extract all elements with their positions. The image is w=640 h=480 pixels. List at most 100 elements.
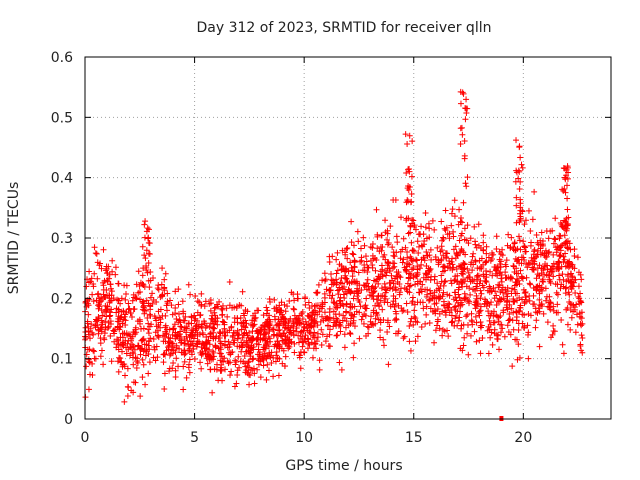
data-point — [245, 359, 252, 366]
data-point — [154, 332, 161, 339]
data-point — [192, 315, 199, 322]
data-point — [215, 345, 222, 352]
data-point — [271, 331, 278, 338]
data-point — [495, 318, 502, 325]
data-point — [510, 326, 517, 333]
data-point — [500, 295, 507, 302]
data-point — [293, 315, 300, 322]
data-point — [410, 321, 417, 328]
data-point — [506, 317, 513, 324]
data-point — [470, 286, 477, 293]
data-point — [110, 295, 117, 302]
data-point — [500, 309, 507, 316]
data-point — [334, 304, 341, 311]
data-point — [384, 227, 391, 234]
data-point — [347, 330, 354, 337]
data-point — [446, 257, 453, 264]
data-point — [463, 313, 470, 320]
data-point — [452, 289, 459, 296]
data-point — [177, 328, 184, 335]
data-point — [248, 342, 255, 349]
data-point — [303, 325, 310, 332]
data-point — [207, 330, 214, 337]
data-point — [577, 290, 584, 297]
data-point — [442, 277, 449, 284]
data-point — [175, 331, 182, 338]
data-point — [476, 265, 483, 272]
data-point — [115, 337, 122, 344]
data-point — [400, 235, 407, 242]
data-point — [292, 316, 299, 323]
data-point — [533, 232, 540, 239]
data-point — [249, 328, 256, 335]
data-point — [96, 303, 103, 310]
data-point — [477, 319, 484, 326]
data-point — [272, 358, 279, 365]
data-point — [400, 256, 407, 263]
data-point — [355, 269, 362, 276]
data-point — [448, 222, 455, 229]
data-point — [480, 261, 487, 268]
data-point — [513, 194, 520, 201]
data-point — [461, 236, 468, 243]
data-point — [230, 339, 237, 346]
data-point — [107, 333, 114, 340]
data-point — [308, 316, 315, 323]
data-point — [559, 186, 566, 193]
data-point — [463, 96, 470, 103]
data-point — [282, 362, 289, 369]
data-point — [186, 369, 193, 376]
data-point — [556, 245, 563, 252]
data-point — [294, 320, 301, 327]
data-point — [217, 350, 224, 357]
data-point — [100, 246, 107, 253]
data-point — [124, 365, 131, 372]
data-point — [98, 347, 105, 354]
data-point — [337, 302, 344, 309]
data-point — [123, 350, 130, 357]
data-point — [268, 359, 275, 366]
data-point — [100, 361, 107, 368]
data-point — [460, 342, 467, 349]
data-point — [467, 332, 474, 339]
data-point — [486, 301, 493, 308]
data-point — [154, 327, 161, 334]
data-point — [379, 306, 386, 313]
data-point — [350, 319, 357, 326]
data-point — [173, 344, 180, 351]
data-point — [473, 338, 480, 345]
data-point — [404, 249, 411, 256]
data-point — [119, 348, 126, 355]
data-point — [431, 339, 438, 346]
data-point — [214, 315, 221, 322]
data-point — [440, 235, 447, 242]
data-point — [473, 274, 480, 281]
data-point — [299, 333, 306, 340]
data-point — [527, 281, 534, 288]
data-point — [314, 311, 321, 318]
data-point — [125, 300, 132, 307]
data-point — [375, 280, 382, 287]
data-point — [477, 324, 484, 331]
data-point — [522, 217, 529, 224]
data-point — [485, 350, 492, 357]
data-point — [203, 334, 210, 341]
data-point — [122, 311, 129, 318]
data-point — [474, 272, 481, 279]
data-point — [431, 289, 438, 296]
data-point — [477, 307, 484, 314]
data-point — [568, 301, 575, 308]
data-point — [84, 318, 91, 325]
data-point — [153, 343, 160, 350]
data-point — [146, 338, 153, 345]
data-point — [372, 302, 379, 309]
data-point — [499, 325, 506, 332]
data-point — [157, 306, 164, 313]
data-point — [437, 248, 444, 255]
data-point — [425, 267, 432, 274]
data-point — [477, 287, 484, 294]
data-point — [368, 285, 375, 292]
data-point — [414, 299, 421, 306]
data-point — [483, 250, 490, 257]
data-point — [488, 310, 495, 317]
